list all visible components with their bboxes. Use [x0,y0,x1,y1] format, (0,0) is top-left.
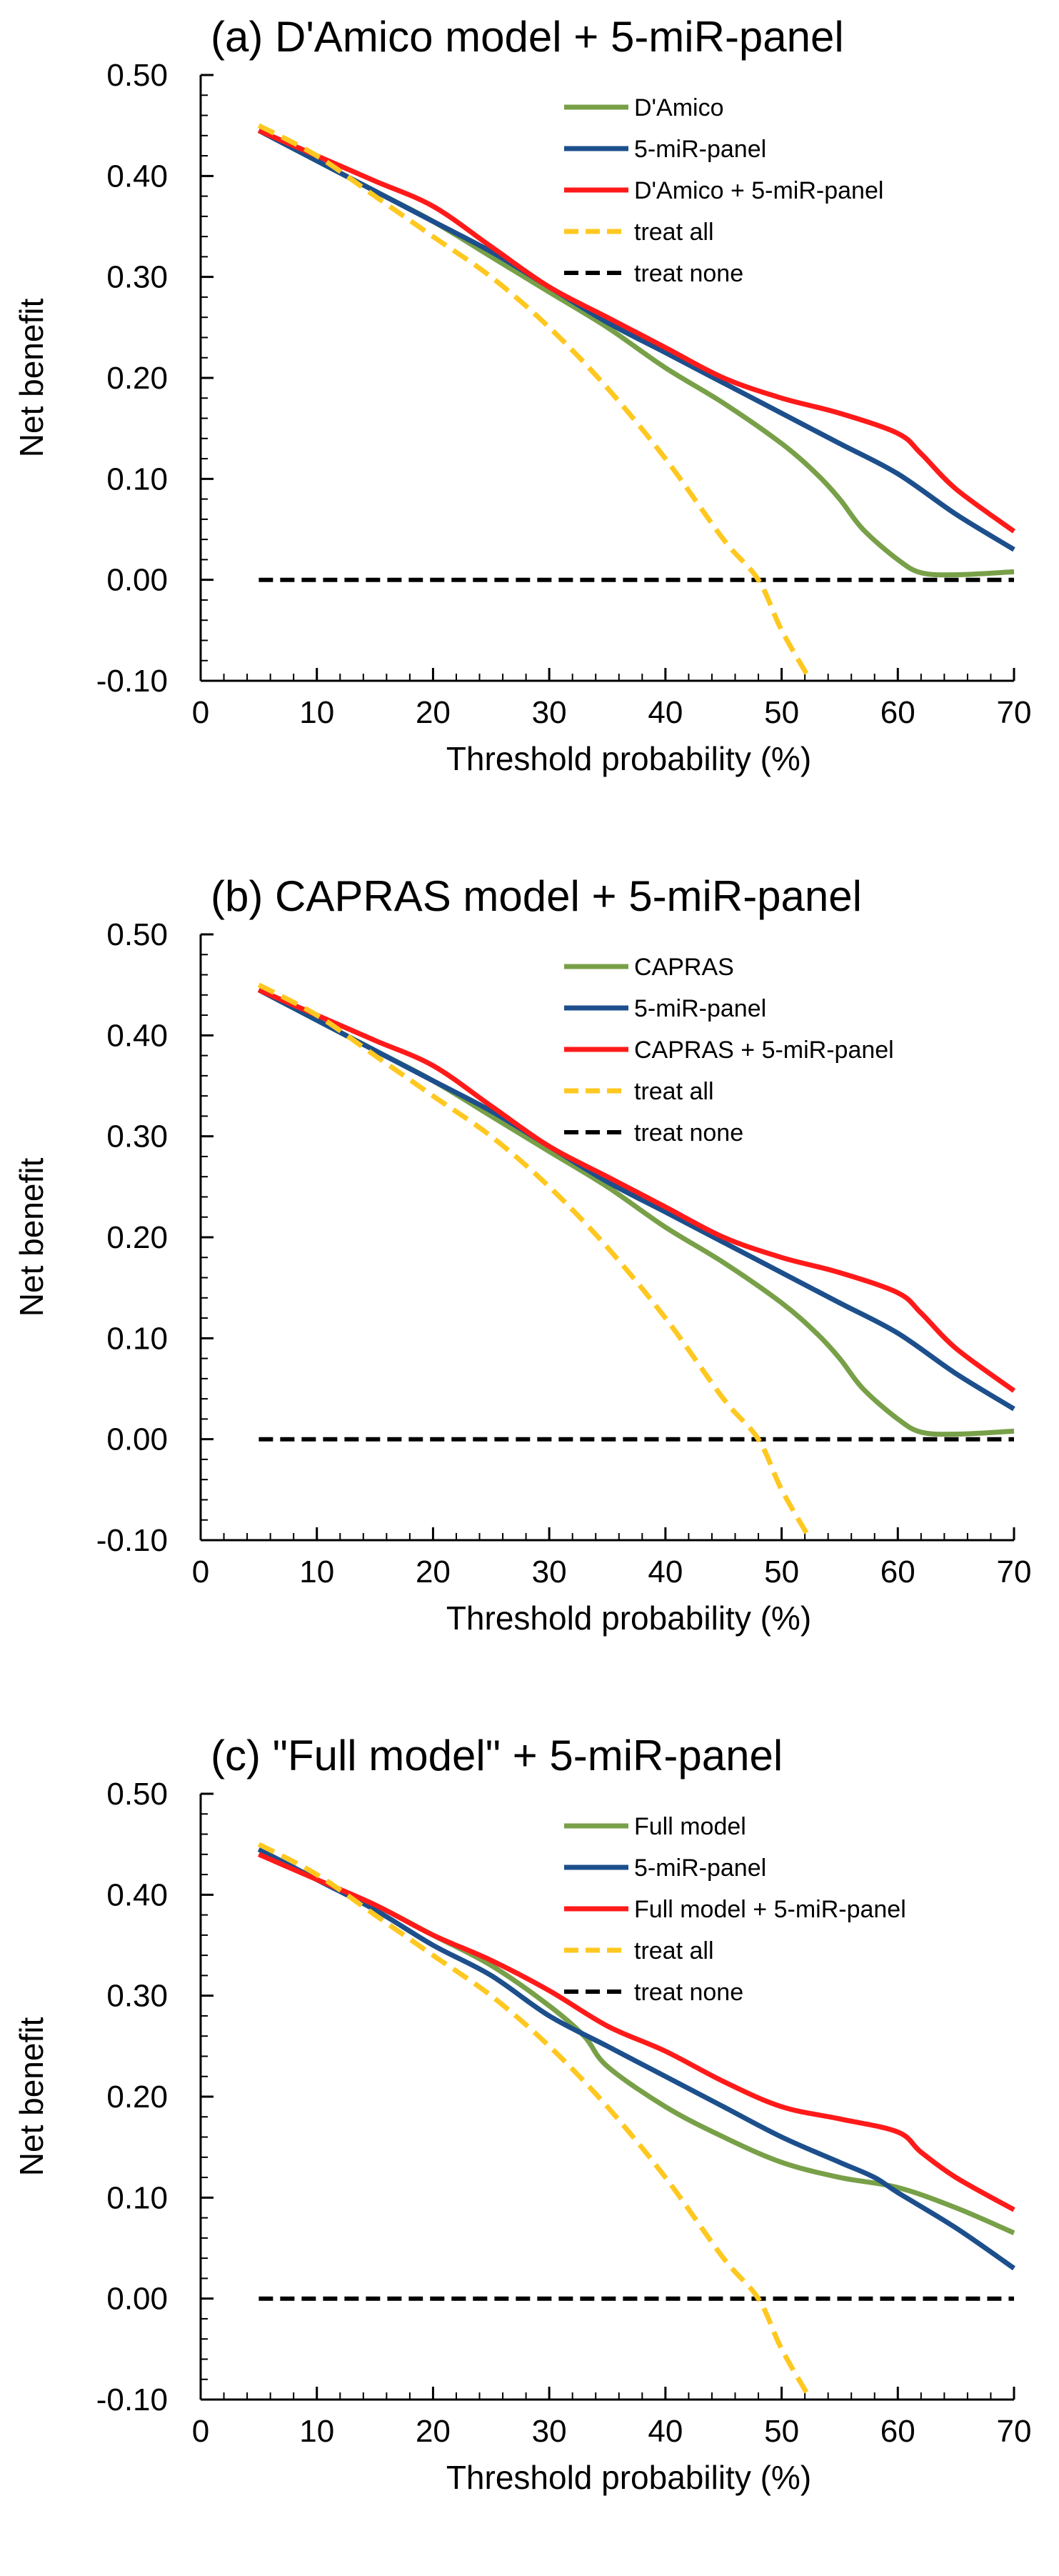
x-axis-label: Threshold probability (%) [446,2459,811,2496]
x-tick-label: 60 [880,695,915,730]
y-tick-label: 0.10 [106,2180,168,2215]
x-tick-label: 40 [648,2414,683,2449]
series-line-5-mir-panel [257,987,1015,1412]
x-tick-label: 10 [299,2414,334,2449]
x-tick-label: 10 [299,1554,334,1589]
x-tick-label: 50 [764,2414,799,2449]
legend-label-d-amico: D'Amico [634,94,724,121]
x-tick-label: 60 [880,2414,915,2449]
y-tick-label: 0.20 [106,2080,168,2115]
legend-label-5-mir-panel: 5-miR-panel [634,1854,766,1882]
x-tick-label: 30 [532,2414,567,2449]
legend-label-5-mir-panel: 5-miR-panel [634,136,766,163]
x-tick-label: 70 [997,2414,1032,2449]
y-tick-label: 0.30 [106,1979,168,2014]
series-group [257,982,1016,1540]
series-line-treat-all [257,1842,813,2400]
legend-label-capras: CAPRAS [634,954,734,981]
chart-a: (a) D'Amico model + 5-miR-panel -0.10 0.00… [13,13,1032,777]
series-group [257,1842,1016,2400]
legend-label-capras-5-mir-panel: CAPRAS + 5-miR-panel [634,1037,894,1064]
y-tick-label: 0.10 [106,461,168,496]
y-tick-label: 0.30 [106,260,168,295]
chart-panel-a: (a) D'Amico model + 5-miR-panel -0.10 0.00… [0,0,1059,857]
chart-title: (c) "Full model" + 5-miR-panel [211,1732,783,1779]
x-tick-label: 50 [764,1554,799,1589]
y-tick-label: 0.50 [106,917,168,952]
legend-label-treat-all: treat all [634,219,714,246]
x-tick-label: 0 [192,2414,209,2449]
y-tick-label: -0.10 [96,2382,168,2417]
x-axis-label: Threshold probability (%) [446,740,811,777]
y-tick-label: 0.00 [106,1422,168,1457]
series-line-5-mir-panel [257,1847,1016,2271]
x-tick-label: 10 [299,695,334,730]
x-tick-label: 30 [532,1554,567,1589]
x-axis-label: Threshold probability (%) [446,1599,811,1637]
y-tick-label: 0.50 [106,1777,168,1812]
y-axis-label: Net benefit [13,299,50,458]
x-tick-label: 0 [192,695,209,730]
x-tick-label: 60 [880,1554,915,1589]
y-tick-label: 0.20 [106,1220,168,1255]
x-tick-label: 20 [416,2414,451,2449]
y-tick-label: -0.10 [96,1523,168,1558]
y-axis-label: Net benefit [13,2017,50,2177]
series-line-capras-5-mir-panel [257,987,1016,1393]
y-tick-label: 0.40 [106,1877,168,1912]
x-tick-label: 50 [764,695,799,730]
legend-label-full-model-5-mir-panel: Full model + 5-miR-panel [634,1896,906,1923]
y-tick-label: 0.00 [106,2282,168,2317]
x-tick-label: 40 [648,695,683,730]
x-tick-label: 20 [416,695,451,730]
chart-panel-c: (c) "Full model" + 5-miR-panel -0.10 0.00 0… [0,1719,1059,2576]
y-axis-label: Net benefit [13,1158,50,1317]
y-tick-label: 0.40 [106,159,168,194]
legend-label-treat-all: treat all [634,1937,714,1965]
legend-label-full-model: Full model [634,1813,746,1840]
x-tick-label: 70 [997,1554,1032,1589]
series-line-5-mir-panel [257,128,1015,552]
chart-b: (b) CAPRAS model + 5-miR-panel -0.10 0.00 0… [13,872,1032,1637]
y-tick-label: 0.10 [106,1321,168,1356]
y-tick-label: 0.30 [106,1119,168,1154]
chart-title: (a) D'Amico model + 5-miR-panel [211,13,844,61]
series-line-full-model-5-mir-panel [257,1852,1015,2212]
legend-label-d-amico-5-mir-panel: D'Amico + 5-miR-panel [634,177,883,204]
y-tick-label: -0.10 [96,664,168,699]
series-line-treat-all [257,982,813,1540]
x-tick-label: 0 [192,1554,209,1589]
legend-label-treat-none: treat none [634,1119,743,1147]
series-group [257,123,1016,681]
legend-label-treat-all: treat all [634,1078,714,1105]
x-tick-label: 20 [416,1554,451,1589]
series-line-treat-all [257,123,813,681]
x-tick-label: 40 [648,1554,683,1589]
y-tick-label: 0.20 [106,361,168,396]
chart-panel-b: (b) CAPRAS model + 5-miR-panel -0.10 0.00 0… [0,859,1059,1717]
chart-title: (b) CAPRAS model + 5-miR-panel [211,872,862,920]
chart-c: (c) "Full model" + 5-miR-panel -0.10 0.00 0… [13,1732,1032,2496]
x-tick-label: 30 [532,695,567,730]
x-tick-label: 70 [997,695,1032,730]
series-line-d-amico-5-mir-panel [257,128,1016,534]
y-tick-label: 0.40 [106,1018,168,1053]
legend-label-5-mir-panel: 5-miR-panel [634,995,766,1022]
legend-label-treat-none: treat none [634,1979,743,2006]
y-tick-label: 0.50 [106,58,168,93]
legend-label-treat-none: treat none [634,260,743,287]
y-tick-label: 0.00 [106,563,168,598]
